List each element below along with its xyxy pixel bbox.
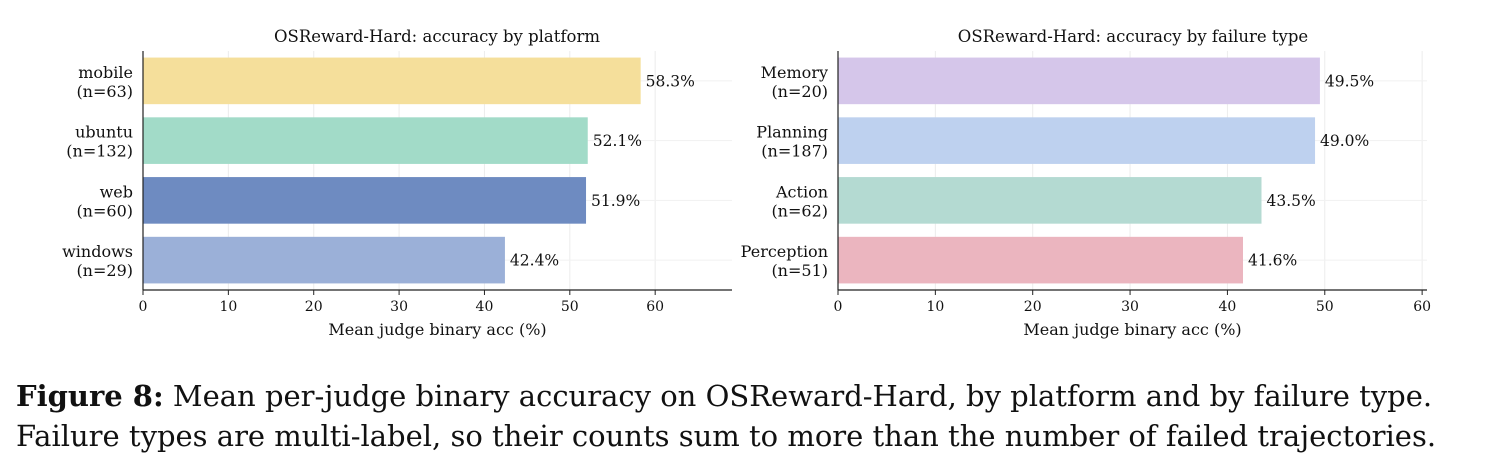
category-label: windows bbox=[62, 242, 133, 261]
x-tick-label: 50 bbox=[1316, 299, 1334, 315]
figure-label: Figure 8: bbox=[16, 379, 164, 413]
x-tick-label: 20 bbox=[305, 299, 323, 315]
bar-mobile bbox=[143, 57, 641, 105]
data-label: 52.1% bbox=[593, 132, 642, 150]
bar-memory bbox=[838, 57, 1320, 105]
data-label: 51.9% bbox=[591, 192, 640, 210]
chart-panel-2: OSReward-Hard: accuracy by failure type 4… bbox=[741, 27, 1431, 339]
category-label: Action bbox=[775, 182, 828, 201]
chart-title: OSReward-Hard: accuracy by platform bbox=[274, 27, 600, 46]
category-count-label: (n=20) bbox=[771, 82, 828, 101]
x-tick-label: 10 bbox=[926, 299, 944, 315]
x-tick-label: 30 bbox=[1121, 299, 1139, 315]
category-label: web bbox=[100, 182, 133, 201]
x-tick-label: 20 bbox=[1024, 299, 1042, 315]
x-tick-label: 10 bbox=[219, 299, 237, 315]
category-label: Planning bbox=[756, 123, 828, 142]
category-count-label: (n=60) bbox=[76, 201, 133, 220]
category-count-label: (n=187) bbox=[761, 142, 828, 161]
x-axis-label: Mean judge binary acc (%) bbox=[1023, 320, 1241, 339]
x-tick-label: 50 bbox=[561, 299, 579, 315]
x-tick-label: 60 bbox=[1413, 299, 1431, 315]
chart-title: OSReward-Hard: accuracy by failure type bbox=[958, 27, 1308, 46]
category-count-label: (n=51) bbox=[771, 261, 828, 280]
bar-planning bbox=[838, 117, 1316, 164]
category-label: Perception bbox=[741, 242, 828, 261]
category-count-label: (n=63) bbox=[76, 82, 133, 101]
category-count-label: (n=62) bbox=[771, 201, 828, 220]
data-label: 42.4% bbox=[510, 252, 559, 270]
data-label: 58.3% bbox=[646, 72, 695, 90]
x-tick-label: 40 bbox=[1219, 299, 1237, 315]
bar-ubuntu bbox=[143, 117, 588, 164]
bar-web bbox=[143, 177, 587, 224]
bar-perception bbox=[838, 236, 1243, 284]
figure-charts: OSReward-Hard: accuracy by platform 58.3%… bbox=[62, 27, 1431, 339]
x-tick-label: 30 bbox=[390, 299, 408, 315]
data-label: 49.0% bbox=[1320, 132, 1369, 150]
caption-text: Mean per-judge binary accuracy on OSRewa… bbox=[16, 379, 1437, 453]
data-label: 43.5% bbox=[1266, 192, 1315, 210]
bar-windows bbox=[143, 236, 505, 284]
chart-panel-1: OSReward-Hard: accuracy by platform 58.3%… bbox=[62, 27, 732, 339]
category-count-label: (n=29) bbox=[76, 261, 133, 280]
x-tick-label: 0 bbox=[139, 299, 148, 315]
x-axis-label: Mean judge binary acc (%) bbox=[328, 320, 546, 339]
bar-action bbox=[838, 177, 1262, 224]
category-label: mobile bbox=[78, 63, 133, 82]
x-tick-label: 0 bbox=[834, 299, 843, 315]
category-label: ubuntu bbox=[75, 123, 133, 142]
figure-caption: Figure 8: Mean per-judge binary accuracy… bbox=[16, 376, 1478, 456]
x-tick-label: 60 bbox=[646, 299, 664, 315]
data-label: 49.5% bbox=[1325, 72, 1374, 90]
category-count-label: (n=132) bbox=[66, 142, 133, 161]
category-label: Memory bbox=[761, 63, 828, 82]
data-label: 41.6% bbox=[1248, 252, 1297, 270]
x-tick-label: 40 bbox=[476, 299, 494, 315]
